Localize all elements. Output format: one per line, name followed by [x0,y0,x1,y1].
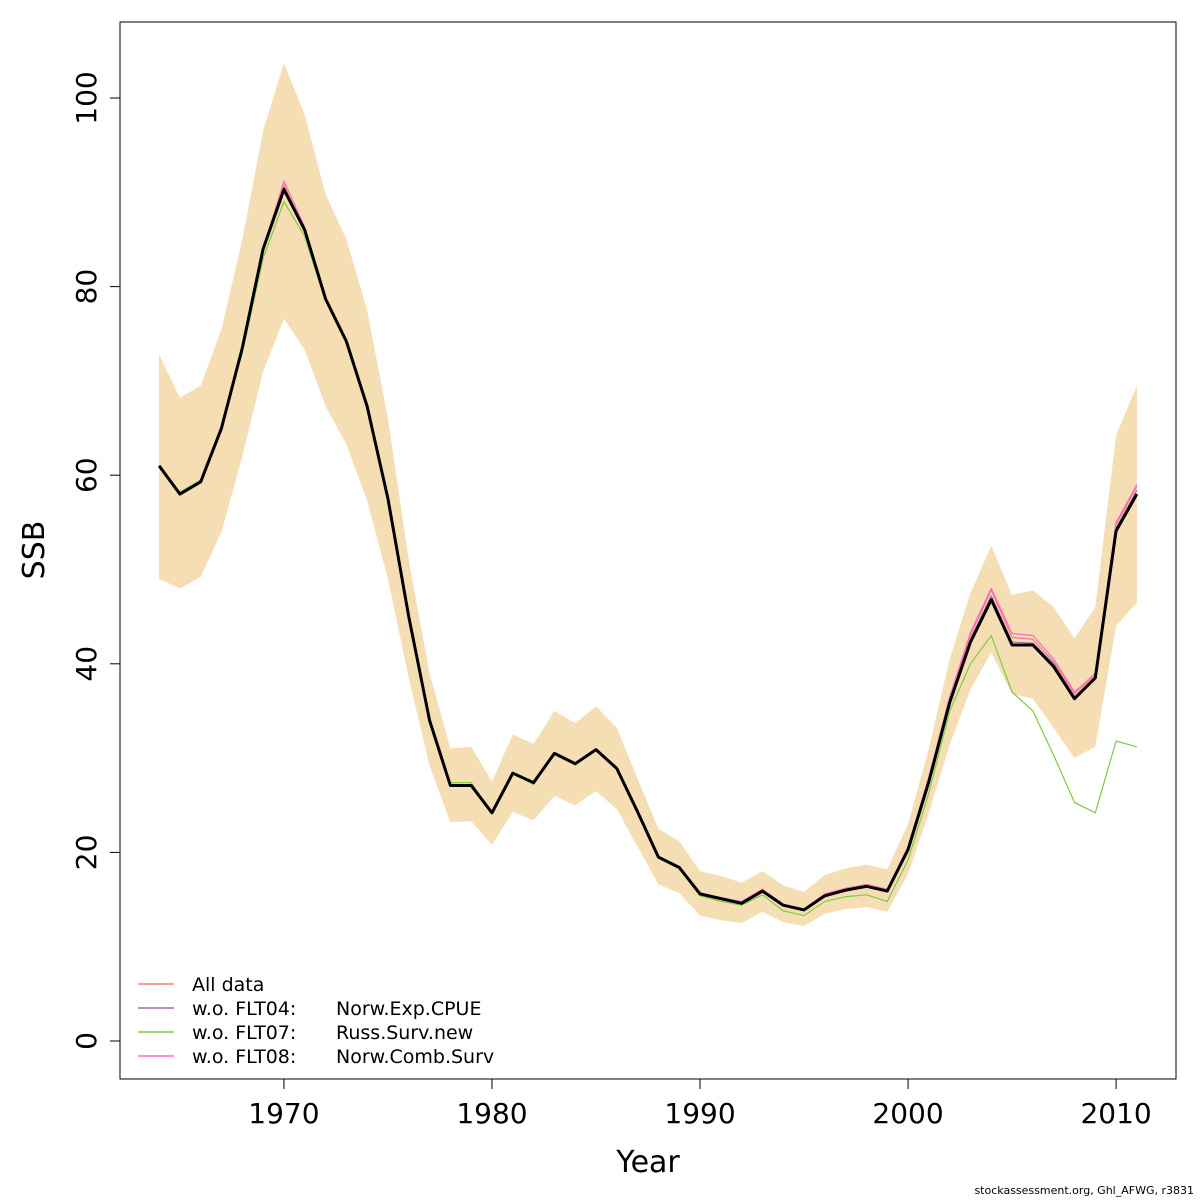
y-tick-label: 80 [70,269,103,305]
plot-frame [119,21,1177,1080]
legend-label: w.o. FLT08: [192,1046,296,1068]
x-tick-label: 1990 [664,1097,735,1130]
legend-note: Norw.Comb.Surv [336,1046,494,1068]
plot-area [157,63,1139,926]
legend-label: All data [192,974,264,996]
y-tick-label: 100 [70,71,103,124]
y-tick-label: 0 [70,1032,103,1050]
legend-label: w.o. FLT04: [192,998,296,1020]
y-tick-label: 60 [70,457,103,493]
y-tick-label: 20 [70,835,103,871]
legend-label: w.o. FLT07: [192,1022,296,1044]
estimate-line [157,187,1139,912]
x-tick-label: 1980 [456,1097,527,1130]
x-axis-label: Year [615,1145,680,1180]
footer: stockassessment.org, Ghl_AFWG, r3831 [974,1184,1194,1197]
x-tick-label: 2000 [872,1097,943,1130]
y-axis-label: SSB [17,521,52,580]
legend-note: Russ.Surv.new [336,1022,473,1044]
y-tick-label: 40 [70,646,103,682]
x-tick-label: 1970 [248,1097,319,1130]
legend-note: Norw.Exp.CPUE [336,998,481,1020]
x-tick-label: 2010 [1080,1097,1151,1130]
